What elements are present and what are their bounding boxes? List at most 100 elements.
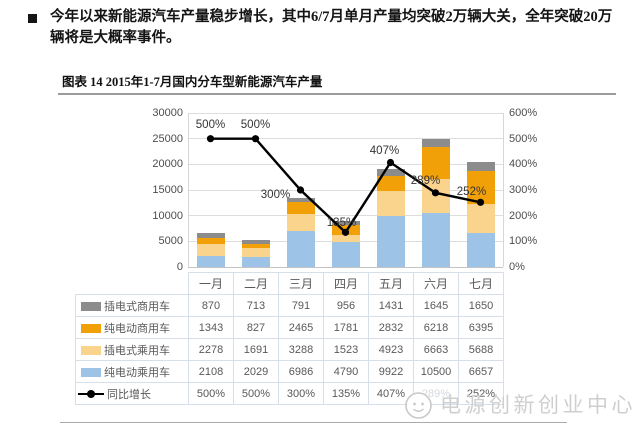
line-data-label: 500% [240, 118, 271, 131]
table-row: 同比增长 500% 500% 300% 135% 407% 289% 252% [75, 382, 504, 405]
growth-line [206, 135, 485, 236]
y-axis-tick-left: 25000 [152, 132, 183, 145]
bar-segment [421, 213, 450, 267]
table-value-cell: 2832 [368, 316, 414, 339]
table-value-cell: 3288 [278, 338, 324, 361]
bar-segment [421, 138, 450, 147]
table-value-cell: 1781 [323, 316, 369, 339]
table-value-cell: 1645 [413, 294, 459, 317]
y-axis-tick-right: 300% [509, 184, 538, 196]
table-value-cell: 6395 [458, 316, 504, 339]
line-legend-swatch-icon [78, 389, 104, 398]
table-value-cell: 2029 [233, 360, 279, 383]
x-axis-category-cell: 一月 [188, 272, 234, 295]
legend-label: 同比增长 [107, 388, 151, 401]
bar-segment [466, 170, 495, 204]
line-data-label: 252% [456, 186, 487, 199]
table-value-cell: 1523 [323, 338, 369, 361]
line-data-label: 289% [410, 174, 441, 187]
table-value-cell: 500% [233, 382, 279, 405]
bar-segment [466, 162, 495, 171]
legend-swatch-icon [81, 367, 101, 377]
table-row: 插电式乘用车 2278 1691 3288 1523 4923 6663 5688 [75, 338, 504, 361]
bar-segment [286, 214, 315, 232]
table-value-cell: 9922 [368, 360, 414, 383]
table-value-cell: 870 [188, 294, 234, 317]
table-value-cell: 500% [188, 382, 234, 405]
table-value-cell: 2108 [188, 360, 234, 383]
chart-data-table: 一月 二月 三月 四月 五月 六月 七月插电式商用车 870 713 791 956 1431 1645… [75, 272, 504, 405]
table-row: 插电式商用车 870 713 791 956 1431 1645 1650 [75, 294, 504, 317]
bar-segment [241, 247, 270, 257]
table-value-cell: 407% [368, 382, 414, 405]
bar-segment [196, 233, 225, 238]
table-value-cell: 713 [233, 294, 279, 317]
legend-swatch-icon [81, 323, 101, 333]
gridline [188, 266, 503, 268]
bar-segment [241, 243, 270, 248]
gridline [188, 138, 503, 140]
legend-label: 插电式乘用车 [104, 344, 170, 357]
table-value-cell: 791 [278, 294, 324, 317]
bar-segment [376, 168, 405, 177]
y-axis-tick-left: 10000 [152, 209, 183, 222]
bar-segment [286, 231, 315, 267]
table-value-cell: 10500 [413, 360, 459, 383]
x-axis-category-cell: 三月 [278, 272, 324, 295]
table-value-cell: 956 [323, 294, 369, 317]
x-axis-category-cell: 六月 [413, 272, 459, 295]
line-data-label: 500% [195, 118, 226, 131]
legend-item: 纯电动商用车 [75, 316, 189, 339]
table-value-cell: 2278 [188, 338, 234, 361]
table-value-cell: 289% [413, 382, 459, 405]
table-value-cell: 6657 [458, 360, 504, 383]
bar-segment [241, 239, 270, 244]
plot-left-border [188, 113, 189, 267]
gridline [188, 163, 503, 165]
bar-segment [331, 234, 360, 243]
legend-label: 插电式商用车 [104, 300, 170, 313]
table-row: 纯电动商用车 1343 827 2465 1781 2832 6218 6395 [75, 316, 504, 339]
bar-segment [196, 237, 225, 245]
legend-label: 纯电动乘用车 [104, 366, 170, 379]
y-axis-tick-right: 600% [509, 107, 538, 119]
bar-segment [286, 197, 315, 202]
gridline [188, 215, 503, 217]
line-data-label: 407% [369, 144, 400, 157]
bar-segment [376, 176, 405, 191]
line-data-label: 300% [260, 189, 291, 201]
x-axis-category-row: 一月 二月 三月 四月 五月 六月 七月 [76, 272, 504, 295]
x-axis-category-cell: 七月 [458, 272, 504, 295]
top-rule [58, 93, 616, 95]
figure-caption: 图表 14 2015年1-7月国内分车型新能源汽车产量 [62, 75, 323, 89]
table-value-cell: 135% [323, 382, 369, 405]
legend-item: 插电式商用车 [75, 294, 189, 317]
table-value-cell: 1431 [368, 294, 414, 317]
bar-segment [376, 190, 405, 217]
table-value-cell: 300% [278, 382, 324, 405]
bar-segment [196, 244, 225, 257]
bar-segment [421, 146, 450, 179]
bar-segment [196, 256, 225, 267]
bar-segment [376, 216, 405, 267]
y-axis-tick-right: 400% [509, 158, 538, 171]
table-value-cell: 4923 [368, 338, 414, 361]
table-value-cell: 5688 [458, 338, 504, 361]
legend-label: 纯电动商用车 [104, 322, 170, 335]
y-axis-tick-left: 0 [176, 261, 183, 273]
table-value-cell: 6218 [413, 316, 459, 339]
bar-segment [466, 232, 495, 267]
x-axis-category-cell: 二月 [233, 272, 279, 295]
y-axis-tick-left: 20000 [152, 158, 183, 171]
bar-segment [331, 220, 360, 226]
table-value-cell: 1650 [458, 294, 504, 317]
legend-item: 插电式乘用车 [75, 338, 189, 361]
y-axis-tick-left: 15000 [152, 184, 183, 196]
y-axis-tick-left: 5000 [158, 235, 183, 248]
bar-segment [286, 201, 315, 215]
legend-swatch-icon [81, 301, 101, 311]
bar-segment [466, 203, 495, 233]
plot-right-border [503, 113, 504, 267]
table-value-cell: 1691 [233, 338, 279, 361]
y-axis-tick-right: 0% [509, 261, 525, 273]
